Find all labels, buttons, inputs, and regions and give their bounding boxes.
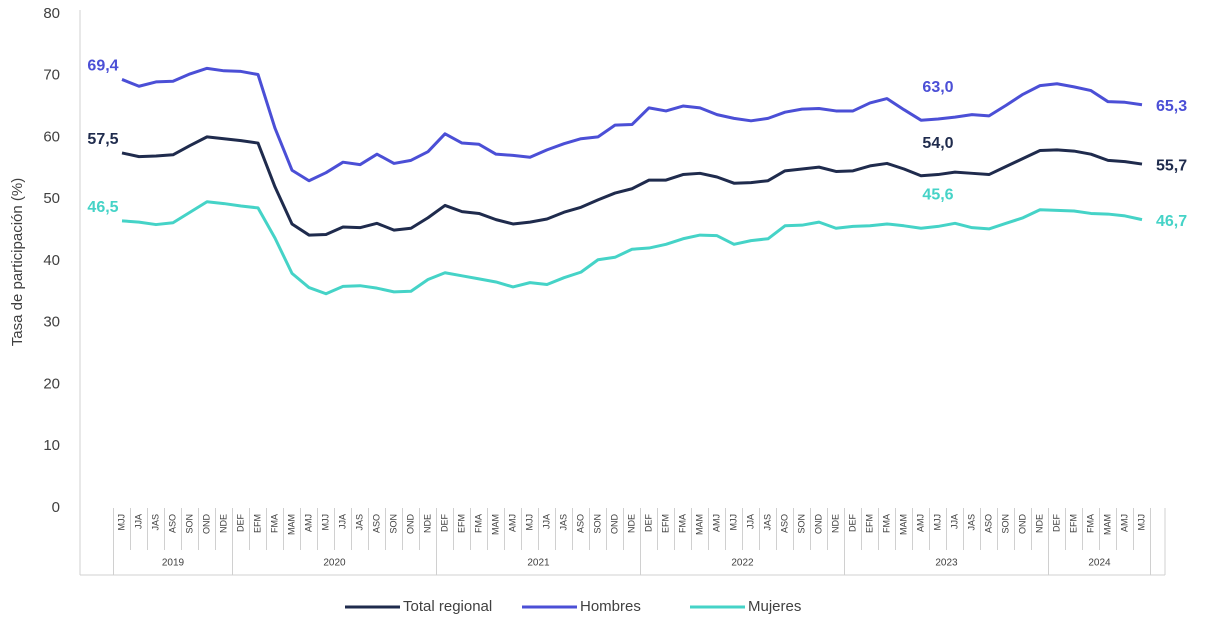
x-tick-label: NDE — [1034, 514, 1044, 533]
legend-label: Total regional — [403, 598, 492, 615]
x-tick-label: MAM — [490, 514, 500, 535]
x-tick-label: ASO — [371, 514, 381, 533]
x-group-label: 2019 — [162, 558, 185, 569]
x-tick-label: AMJ — [915, 514, 925, 532]
data-label: 46,5 — [87, 199, 118, 216]
x-tick-label: AMJ — [507, 514, 517, 532]
y-tick-label: 70 — [43, 67, 60, 84]
x-tick-label: OND — [405, 514, 415, 535]
y-tick-label: 20 — [43, 375, 60, 392]
x-tick-label: DEF — [847, 513, 857, 532]
x-tick-label: MJJ — [932, 514, 942, 531]
x-tick-label: ASO — [983, 514, 993, 533]
x-tick-label: NDE — [830, 514, 840, 533]
legend-label: Mujeres — [748, 598, 801, 615]
x-tick-label: MJJ — [524, 514, 534, 531]
x-tick-label: SON — [796, 514, 806, 534]
x-group-label: 2022 — [731, 558, 754, 569]
y-tick-label: 80 — [43, 5, 60, 22]
x-tick-label: EFM — [864, 514, 874, 533]
y-axis-label: Tasa de participación (%) — [9, 178, 26, 346]
data-label: 46,7 — [1156, 213, 1187, 230]
x-tick-label: FMA — [269, 514, 279, 533]
x-tick-label: JJA — [949, 514, 959, 529]
y-tick-label: 60 — [43, 128, 60, 145]
x-tick-label: JAS — [762, 514, 772, 531]
series-line — [121, 66, 1143, 183]
x-group-label: 2021 — [527, 558, 550, 569]
x-tick-label: SON — [592, 514, 602, 534]
x-tick-label: OND — [813, 514, 823, 535]
x-tick-label: AMJ — [1119, 514, 1129, 532]
x-tick-label: JJA — [337, 514, 347, 529]
x-tick-label: FMA — [677, 514, 687, 533]
x-group-label: 2024 — [1088, 558, 1111, 569]
x-tick-label: ASO — [575, 514, 585, 533]
x-tick-label: AMJ — [711, 514, 721, 532]
x-tick-label: DEF — [1051, 513, 1061, 532]
x-tick-label: EFM — [660, 514, 670, 533]
series-line — [121, 200, 1143, 296]
x-tick-label: MJJ — [728, 514, 738, 531]
data-label: 45,6 — [922, 187, 953, 204]
x-tick-label: SON — [1000, 514, 1010, 534]
x-tick-label: AMJ — [303, 514, 313, 532]
x-group-label: 2020 — [323, 558, 346, 569]
data-label: 55,7 — [1156, 157, 1187, 174]
data-label: 54,0 — [922, 135, 953, 152]
x-tick-label: NDE — [422, 514, 432, 533]
x-tick-label: FMA — [1085, 514, 1095, 533]
x-tick-label: JAS — [354, 514, 364, 531]
x-tick-label: JJA — [541, 514, 551, 529]
x-tick-label: EFM — [456, 514, 466, 533]
x-tick-label: JJA — [745, 514, 755, 529]
x-tick-label: SON — [184, 514, 194, 534]
y-tick-label: 40 — [43, 252, 60, 269]
x-tick-label: MJJ — [1136, 514, 1146, 531]
data-label: 65,3 — [1156, 98, 1187, 115]
x-tick-label: EFM — [252, 514, 262, 533]
x-tick-label: NDE — [218, 514, 228, 533]
x-tick-label: OND — [201, 514, 211, 535]
y-tick-label: 50 — [43, 190, 60, 207]
x-tick-label: FMA — [881, 514, 891, 533]
legend-label: Hombres — [580, 598, 641, 615]
x-tick-label: JJA — [133, 514, 143, 529]
y-tick-label: 30 — [43, 314, 60, 331]
x-group-label: 2023 — [935, 558, 958, 569]
x-tick-label: SON — [388, 514, 398, 534]
y-tick-label: 0 — [52, 499, 60, 516]
x-tick-label: OND — [609, 514, 619, 535]
x-tick-label: DEF — [235, 513, 245, 532]
x-tick-label: JAS — [966, 514, 976, 531]
x-tick-label: MJJ — [116, 514, 126, 531]
x-tick-label: MAM — [694, 514, 704, 535]
x-tick-label: DEF — [643, 513, 653, 532]
series-line — [121, 135, 1143, 237]
x-tick-label: EFM — [1068, 514, 1078, 533]
x-tick-label: ASO — [167, 514, 177, 533]
data-label: 69,4 — [87, 58, 118, 75]
x-tick-label: MJJ — [320, 514, 330, 531]
x-tick-label: NDE — [626, 514, 636, 533]
data-label: 63,0 — [922, 79, 953, 96]
x-tick-label: ASO — [779, 514, 789, 533]
data-label: 57,5 — [87, 131, 118, 148]
x-tick-label: OND — [1017, 514, 1027, 535]
x-tick-label: DEF — [439, 513, 449, 532]
x-tick-label: JAS — [558, 514, 568, 531]
x-tick-label: MAM — [1102, 514, 1112, 535]
x-tick-label: FMA — [473, 514, 483, 533]
x-tick-label: JAS — [150, 514, 160, 531]
y-tick-label: 10 — [43, 437, 60, 454]
x-tick-label: MAM — [898, 514, 908, 535]
x-tick-label: MAM — [286, 514, 296, 535]
